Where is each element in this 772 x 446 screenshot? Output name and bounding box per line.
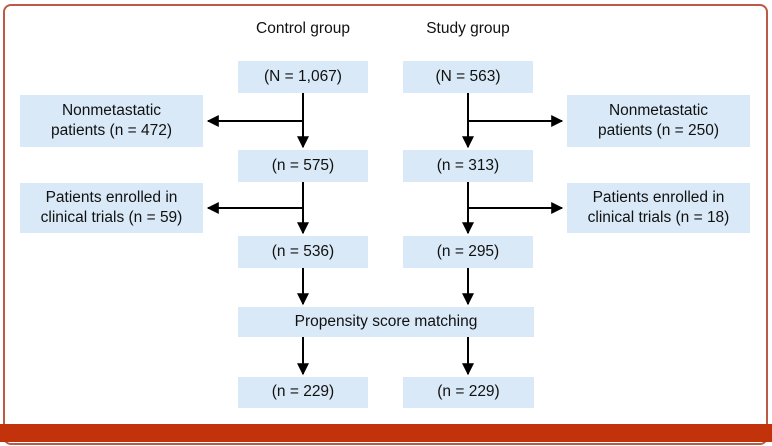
bottom-accent-bar <box>0 424 772 442</box>
box-label: (n = 295) <box>436 242 500 260</box>
box-label: (n = 313) <box>436 156 500 174</box>
study-after-nonmetastatic-box: (n = 313) <box>403 150 533 182</box>
box-label-line: clinical trials (n = 18) <box>587 209 730 226</box>
box-label: (n = 229) <box>271 383 335 401</box>
box-label-line: Patients enrolled in <box>592 188 725 206</box>
propensity-score-matching-box: Propensity score matching <box>238 307 534 337</box>
box-label-line: Patients enrolled in <box>45 188 178 206</box>
box-label: (N = 563) <box>435 67 501 85</box>
control-excluded-nonmetastatic-box: Nonmetastatic patients (n = 472) <box>20 95 203 147</box>
control-matched-count-box: (n = 229) <box>238 377 368 408</box>
study-matched-count-box: (n = 229) <box>403 377 534 408</box>
box-label-line: patients (n = 472) <box>50 122 173 139</box>
control-after-nonmetastatic-box: (n = 575) <box>238 150 368 182</box>
control-excluded-trials-box: Patients enrolled in clinical trials (n … <box>20 183 203 233</box>
box-label: (n = 536) <box>271 242 335 260</box>
box-label: (n = 229) <box>437 383 500 401</box>
box-label: (N = 1,067) <box>264 67 342 85</box>
study-excluded-nonmetastatic-box: Nonmetastatic patients (n = 250) <box>567 95 750 147</box>
control-initial-count-box: (N = 1,067) <box>238 61 368 93</box>
box-label-line: Nonmetastatic <box>61 101 162 119</box>
box-label-line: patients (n = 250) <box>597 122 720 139</box>
control-after-trials-box: (n = 536) <box>238 236 368 268</box>
box-label: (n = 575) <box>271 156 335 174</box>
study-after-trials-box: (n = 295) <box>403 236 533 268</box>
box-label-line: clinical trials (n = 59) <box>40 209 183 226</box>
box-label-line: Nonmetastatic <box>608 101 709 119</box>
column-header-control: Control group <box>256 20 350 37</box>
box-label: Propensity score matching <box>294 312 478 330</box>
study-initial-count-box: (N = 563) <box>403 61 533 93</box>
figure-frame <box>3 4 768 445</box>
column-header-study: Study group <box>426 20 510 37</box>
study-excluded-trials-box: Patients enrolled in clinical trials (n … <box>567 183 750 233</box>
